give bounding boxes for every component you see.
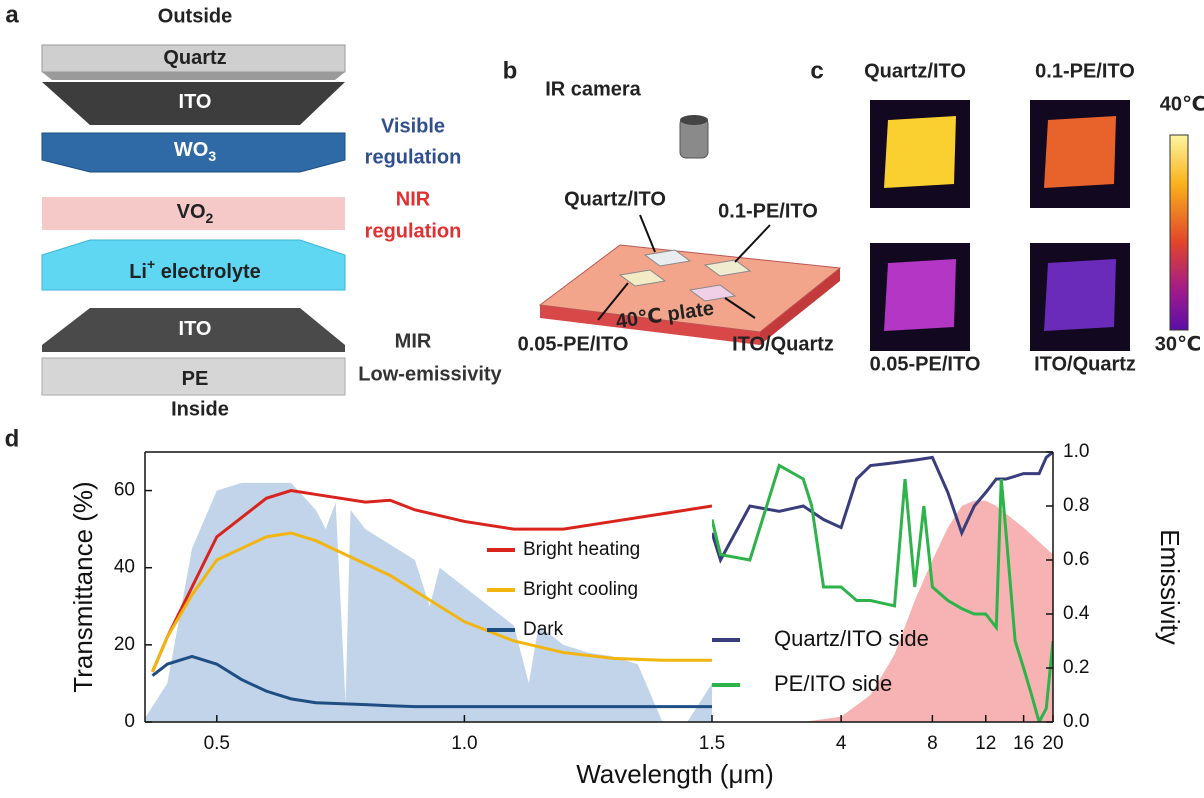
sample-label: 0.1-PE/ITO — [718, 200, 818, 222]
label: Outside — [158, 5, 232, 27]
layer-note: Low-emissivity — [358, 363, 502, 385]
layer-note: NIR — [396, 188, 431, 210]
image-label: 0.1-PE/ITO — [1035, 60, 1135, 82]
image-label: 0.05-PE/ITO — [870, 353, 981, 375]
label: Inside — [171, 398, 229, 420]
x-tick-label: 4 — [836, 733, 847, 754]
superscript: + — [147, 256, 155, 272]
layer-name: Quartz — [163, 47, 226, 69]
x-tick-label: 8 — [927, 733, 938, 754]
legend-label: PE/ITO side — [774, 671, 892, 696]
sample-label: Quartz/ITO — [564, 188, 666, 210]
layer-name: ITO — [179, 318, 212, 340]
layer-label: PE — [182, 368, 209, 390]
layer-rest: electrolyte — [155, 261, 261, 283]
y-tick-label: 60 — [114, 480, 135, 501]
x-tick-label: 12 — [975, 733, 996, 754]
colorbar-label: 30℃ — [1155, 333, 1201, 355]
x-tick-label: 0.5 — [204, 733, 230, 754]
y-tick-label: 0.2 — [1063, 657, 1089, 678]
y-tick-label: 0.0 — [1063, 711, 1089, 732]
y-tick-label: 0 — [124, 711, 135, 732]
layer-name: PE — [182, 368, 209, 390]
colorbar-label: 40℃ — [1160, 93, 1204, 115]
layer-label: Quartz — [163, 47, 226, 69]
legend-label: Bright cooling — [523, 579, 638, 600]
y-tick-label: 0.8 — [1063, 495, 1089, 516]
x-tick-label: 16 — [1013, 733, 1034, 754]
figure: a Outside Quartz ITO WO3 VO2 Li+ electrolyte IT… — [0, 0, 1204, 798]
layer-note: regulation — [365, 146, 462, 168]
sample-label: 0.05-PE/ITO — [518, 333, 629, 355]
y-tick-label: 1.0 — [1063, 441, 1089, 462]
layer-label: ITO — [179, 91, 212, 113]
subscript: 2 — [206, 210, 214, 226]
legend-label: Quartz/ITO side — [774, 626, 929, 651]
layer-name: Li — [129, 261, 147, 283]
layer-name: VO — [177, 201, 206, 223]
legend-label: Dark — [523, 619, 564, 640]
label: IR camera — [545, 78, 641, 100]
layer-name: WO — [174, 139, 208, 161]
sample-label: ITO/Quartz — [732, 333, 834, 355]
panel-letter: a — [5, 1, 19, 28]
y-axis-label: Transmittance (%) — [68, 481, 98, 692]
layer-note: Visible — [381, 115, 445, 137]
legend-label: Bright heating — [523, 539, 640, 560]
y-tick-label: 0.4 — [1063, 603, 1090, 624]
layer-note: MIR — [395, 330, 432, 352]
y-tick-label: 0.6 — [1063, 549, 1089, 570]
subscript: 3 — [208, 148, 216, 164]
panel-letter: c — [810, 57, 823, 84]
layer-slab — [42, 72, 345, 80]
thermal-sample — [1044, 116, 1116, 188]
x-tick-label: 20 — [1042, 733, 1063, 754]
thermal-sample — [884, 259, 956, 331]
image-label: ITO/Quartz — [1034, 353, 1136, 375]
x-tick-label: 1.0 — [451, 733, 477, 754]
y-tick-label: 20 — [114, 634, 135, 655]
y-axis-label: Emissivity — [1155, 529, 1185, 645]
pointer-arrow — [735, 225, 770, 262]
x-axis-label: Wavelength (μm) — [576, 759, 774, 789]
panel-letter: b — [503, 57, 518, 84]
layer-note: regulation — [365, 220, 462, 242]
thermal-sample — [884, 116, 956, 188]
layer-name: ITO — [179, 91, 212, 113]
colorbar — [1170, 135, 1188, 330]
panel-letter: d — [5, 425, 20, 452]
camera-lens — [680, 115, 708, 125]
layer-label: ITO — [179, 318, 212, 340]
y-tick-label: 40 — [114, 557, 135, 578]
image-label: Quartz/ITO — [864, 60, 966, 82]
pointer-arrow — [640, 215, 655, 252]
x-tick-label: 1.5 — [699, 733, 725, 754]
thermal-sample — [1044, 259, 1116, 331]
